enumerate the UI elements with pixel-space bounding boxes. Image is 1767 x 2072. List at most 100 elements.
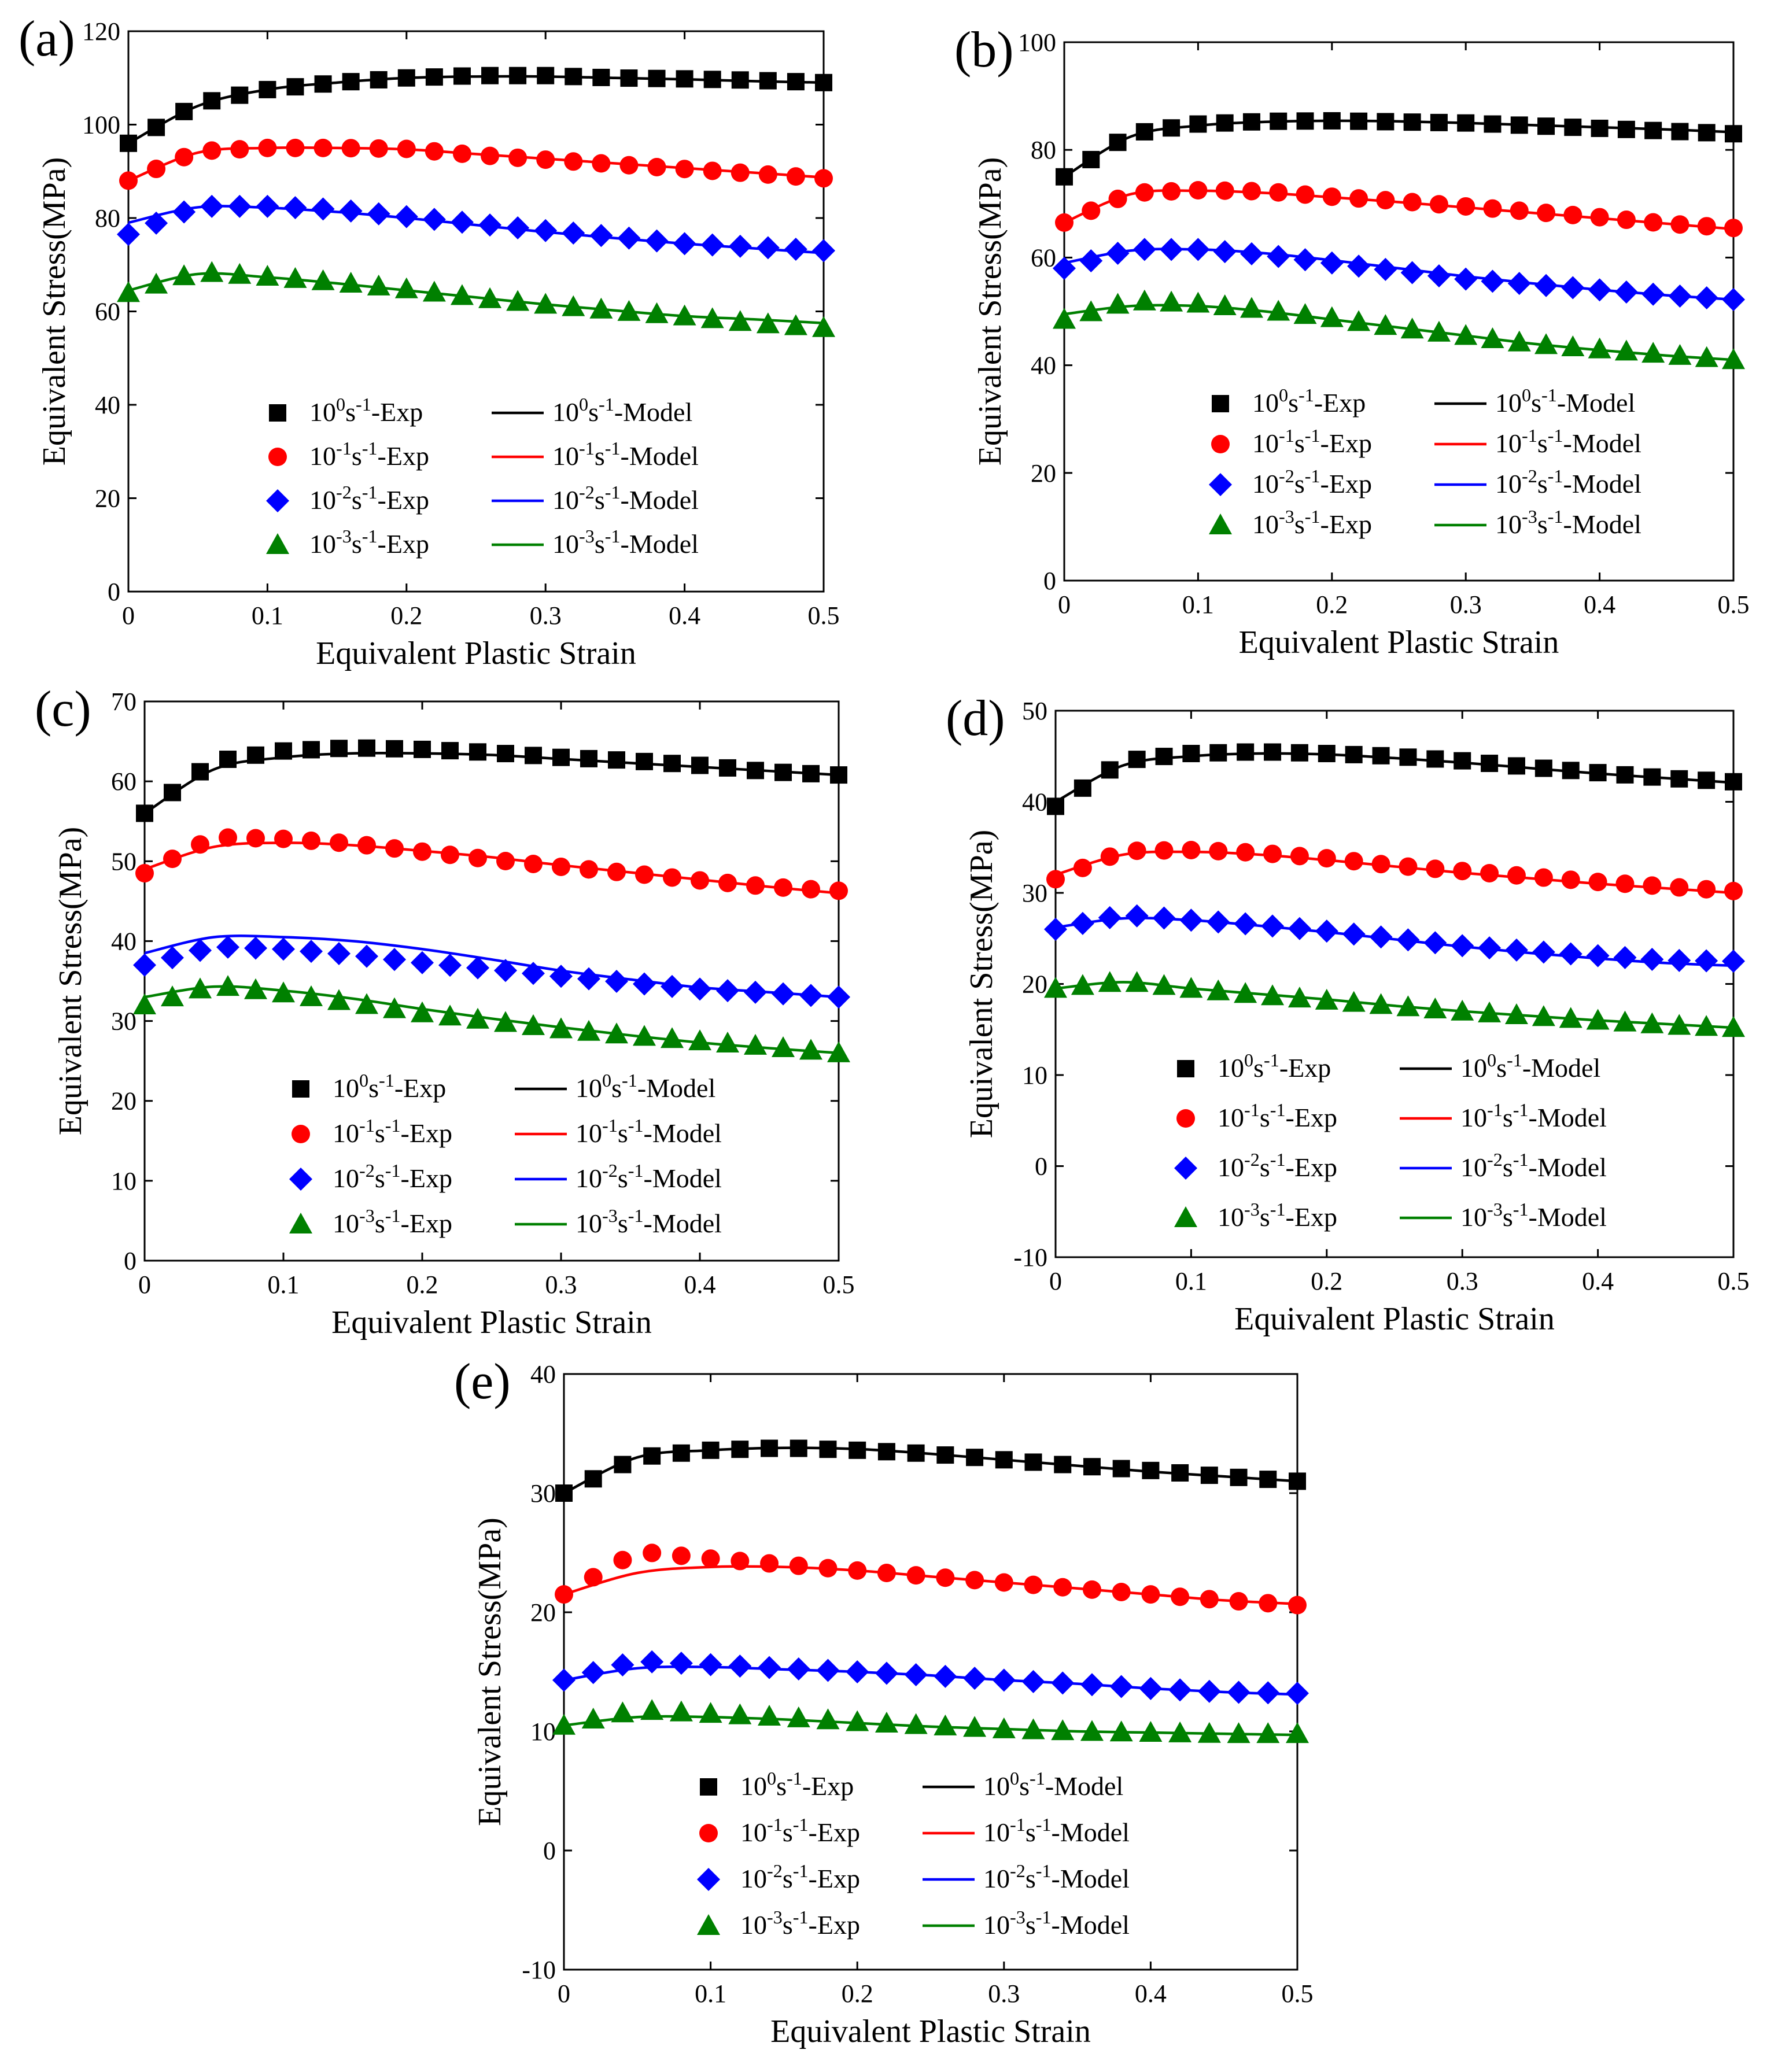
exp-marker-3 <box>846 1710 869 1731</box>
exp-marker-1 <box>1141 1585 1160 1604</box>
exp-marker-2 <box>1125 904 1149 928</box>
panel-label: (a) <box>19 11 75 67</box>
y-tick-label: 10 <box>530 1718 556 1746</box>
legend-marker-3 <box>266 533 289 554</box>
exp-marker-1 <box>1082 201 1101 220</box>
exp-marker-3 <box>1504 1003 1528 1025</box>
exp-marker-2 <box>522 962 545 985</box>
exp-marker-2 <box>1106 241 1130 265</box>
exp-marker-1 <box>691 871 709 890</box>
exp-marker-2 <box>367 202 390 226</box>
exp-marker-1 <box>341 139 360 158</box>
exp-marker-0 <box>1617 120 1635 138</box>
exp-marker-1 <box>496 852 515 871</box>
exp-marker-2 <box>1213 240 1237 264</box>
exp-marker-1 <box>672 1546 691 1565</box>
exp-marker-0 <box>1698 124 1716 142</box>
exp-marker-0 <box>907 1444 925 1462</box>
exp-marker-1 <box>592 154 611 173</box>
exp-marker-3 <box>1098 971 1122 992</box>
exp-marker-0 <box>555 1484 573 1502</box>
exp-marker-0 <box>877 1443 895 1461</box>
legend-model-label: 10-2s-1-Model <box>983 1860 1130 1893</box>
x-tick-label: 0 <box>558 1979 570 2008</box>
exp-marker-0 <box>1507 757 1525 775</box>
exp-marker-2 <box>992 1668 1016 1692</box>
legend-model-label: 10-1s-1-Model <box>983 1814 1130 1847</box>
exp-marker-2 <box>478 213 502 237</box>
y-tick-label: -10 <box>522 1956 556 1984</box>
exp-marker-1 <box>936 1568 955 1587</box>
exp-marker-3 <box>1532 1005 1555 1026</box>
exp-marker-3 <box>1293 303 1317 324</box>
exp-marker-0 <box>1644 121 1662 139</box>
exp-marker-2 <box>534 219 558 242</box>
exp-marker-2 <box>562 221 585 245</box>
x-tick-label: 0.4 <box>1582 1267 1614 1295</box>
exp-marker-2 <box>589 224 613 248</box>
exp-marker-1 <box>1371 855 1390 874</box>
exp-marker-0 <box>1643 768 1661 786</box>
exp-marker-3 <box>256 264 279 286</box>
y-tick-label: 120 <box>82 17 120 46</box>
x-axis-title: Equivalent Plastic Strain <box>1239 625 1559 660</box>
exp-marker-2 <box>1267 245 1290 268</box>
exp-marker-2 <box>189 939 212 962</box>
exp-marker-1 <box>119 171 138 190</box>
exp-marker-2 <box>311 197 335 221</box>
exp-marker-2 <box>699 1653 722 1676</box>
exp-marker-0 <box>1163 119 1181 137</box>
exp-marker-0 <box>1135 123 1153 141</box>
exp-marker-1 <box>1697 217 1716 236</box>
exp-marker-2 <box>1053 257 1076 280</box>
legend-model-label: 100s-1-Model <box>576 1070 715 1103</box>
exp-marker-1 <box>286 138 305 157</box>
exp-marker-2 <box>133 953 156 977</box>
exp-marker-3 <box>1186 291 1210 313</box>
exp-marker-3 <box>145 272 168 294</box>
exp-marker-3 <box>1641 342 1665 363</box>
exp-marker-0 <box>453 67 471 85</box>
exp-marker-2 <box>244 936 267 960</box>
exp-marker-1 <box>1426 859 1445 878</box>
exp-marker-1 <box>1534 868 1553 887</box>
legend-model-label: 10-1s-1-Model <box>1460 1099 1607 1132</box>
legend-model-label: 100s-1-Model <box>552 394 692 427</box>
exp-marker-1 <box>877 1564 896 1583</box>
legend-exp-label: 10-2s-1-Exp <box>1218 1149 1337 1182</box>
exp-marker-0 <box>537 67 555 84</box>
exp-marker-2 <box>339 199 363 223</box>
exp-marker-3 <box>1454 324 1478 345</box>
exp-marker-2 <box>1374 257 1397 281</box>
exp-marker-0 <box>1670 770 1688 788</box>
x-tick-label: 0 <box>1058 590 1071 619</box>
exp-marker-1 <box>330 833 348 852</box>
exp-marker-2 <box>438 954 462 977</box>
x-tick-label: 0.1 <box>268 1270 300 1299</box>
exp-marker-3 <box>744 1033 767 1055</box>
exp-marker-2 <box>581 1661 605 1685</box>
exp-marker-1 <box>789 1556 808 1575</box>
exp-marker-0 <box>1237 743 1255 761</box>
exp-marker-1 <box>1229 1592 1248 1611</box>
exp-marker-3 <box>1374 314 1397 335</box>
exp-marker-0 <box>1564 119 1582 136</box>
exp-marker-3 <box>216 975 239 996</box>
exp-marker-3 <box>605 1022 628 1044</box>
x-tick-label: 0.2 <box>1311 1267 1342 1295</box>
exp-marker-1 <box>663 868 681 887</box>
exp-marker-2 <box>1240 242 1263 265</box>
exp-marker-1 <box>1215 181 1234 200</box>
exp-marker-2 <box>300 940 323 963</box>
exp-marker-0 <box>1101 761 1119 779</box>
y-tick-label: 20 <box>111 1087 137 1116</box>
exp-marker-0 <box>614 1456 632 1473</box>
exp-marker-0 <box>643 1447 661 1465</box>
exp-marker-3 <box>758 1705 781 1726</box>
exp-marker-2 <box>494 959 517 983</box>
exp-marker-2 <box>1342 922 1366 946</box>
exp-marker-1 <box>1615 874 1635 893</box>
exp-marker-2 <box>645 229 669 253</box>
exp-marker-1 <box>1344 852 1363 871</box>
exp-marker-0 <box>1289 1472 1306 1490</box>
